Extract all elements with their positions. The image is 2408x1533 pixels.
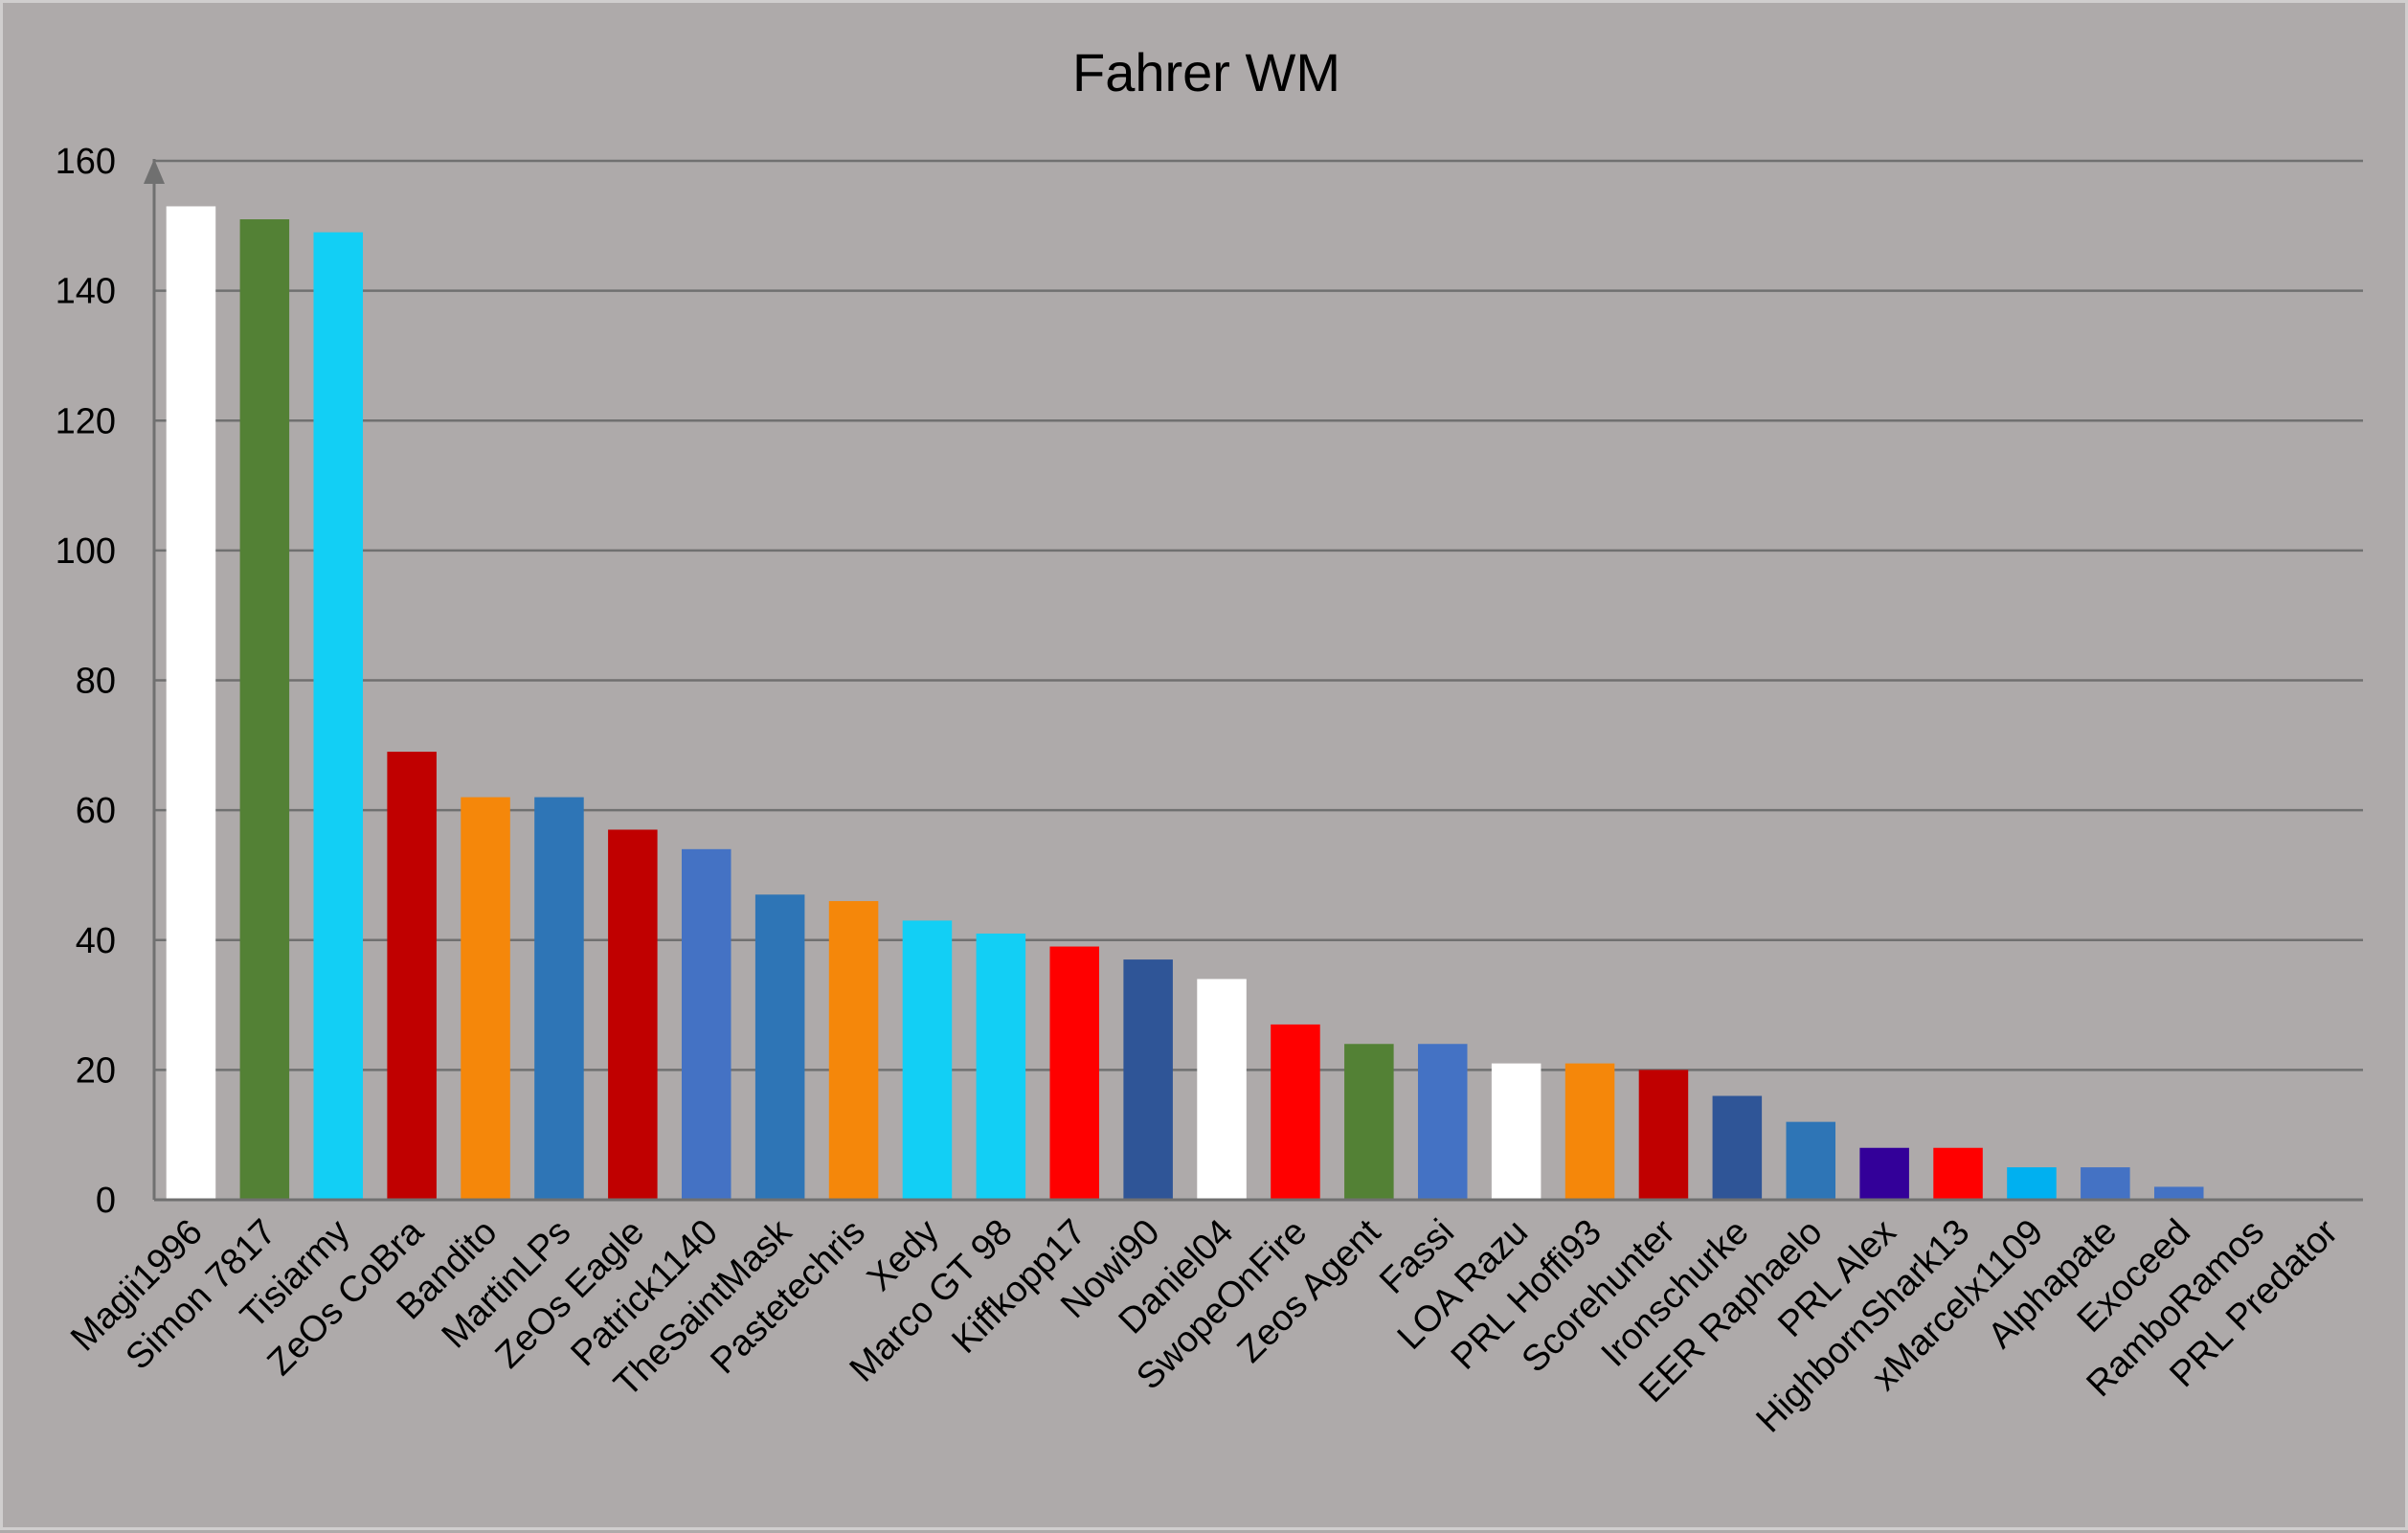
chart-title: Fahrer WM [1072,42,1340,102]
y-tick-label: 100 [56,531,116,572]
bar-highbornshark13 [1933,1147,1983,1200]
bar-kiffkopp17 [1049,946,1100,1200]
bar-simon-7817 [239,219,290,1200]
bar-martinlps [534,797,584,1200]
bar-nowi90 [1123,959,1173,1200]
y-tick-label: 40 [76,921,116,961]
y-tick-label: 120 [56,401,116,441]
y-tick-label: 140 [56,272,116,312]
bar-scorehunter [1638,1070,1689,1200]
bar-pastetechris [828,901,879,1200]
bar-marco-gt-98 [976,933,1026,1200]
bar-patrick1140 [681,848,731,1200]
bar-thesaintmask [754,894,805,1200]
y-tick-label: 20 [76,1050,116,1091]
bar-eer-raphaelo [1786,1121,1836,1200]
y-tick-label: 160 [56,142,116,182]
bar-bandito [461,797,510,1200]
bar-fassi [1417,1044,1468,1200]
bar-alphapate [2081,1167,2130,1200]
y-tick-label: 0 [96,1181,116,1221]
bar-xedy [902,920,953,1200]
bar-swopeonfire [1271,1024,1320,1200]
y-tick-label: 60 [76,791,116,831]
bar-tisiarmy [313,232,364,1200]
y-axis-arrow-icon [144,159,165,184]
bar-prl-alex [1859,1147,1909,1200]
bar-loa-razu [1491,1063,1542,1200]
y-tick-label: 80 [76,662,116,702]
bar-zeos-cobra [387,752,437,1200]
bar-zeos-agent [1344,1044,1394,1200]
bar-exoceed [2153,1186,2204,1200]
bar-zeos-eagle [608,829,658,1200]
bar-xmarcelx1109 [2007,1167,2057,1200]
bar-magii1996 [166,206,216,1200]
bar-prl-hoffi93 [1564,1063,1615,1200]
bar-ironschurke [1712,1095,1763,1200]
bar-daniel04 [1197,979,1247,1200]
